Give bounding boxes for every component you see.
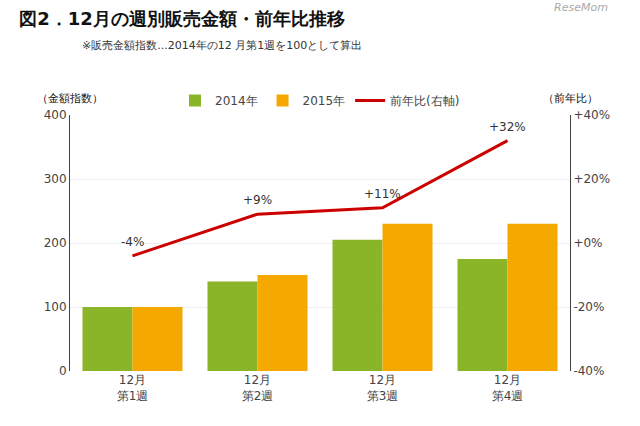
svg-text:100: 100: [44, 300, 67, 314]
svg-text:-20%: -20%: [573, 300, 604, 314]
svg-text:+0%: +0%: [573, 236, 602, 250]
svg-text:+32%: +32%: [489, 120, 526, 134]
svg-text:（金額指数）: （金額指数）: [37, 92, 103, 105]
svg-text:+40%: +40%: [573, 108, 610, 122]
svg-text:（前年比）: （前年比）: [543, 92, 598, 105]
svg-text:12月第3週: 12月第3週: [367, 373, 399, 403]
svg-text:2015年: 2015年: [303, 94, 346, 108]
svg-text:300: 300: [44, 172, 67, 186]
svg-text:-40%: -40%: [573, 364, 604, 378]
svg-text:-4%: -4%: [121, 235, 144, 249]
svg-text:400: 400: [44, 108, 67, 122]
svg-text:+20%: +20%: [573, 172, 610, 186]
svg-text:12月第4週: 12月第4週: [492, 373, 524, 403]
svg-text:0: 0: [59, 364, 67, 378]
svg-text:+11%: +11%: [364, 187, 401, 201]
svg-text:ReseMom: ReseMom: [554, 1, 608, 14]
svg-text:2014年: 2014年: [215, 94, 258, 108]
svg-text:12月第1週: 12月第1週: [117, 373, 149, 403]
svg-text:図2．12月の週別販売金額・前年比推移: 図2．12月の週別販売金額・前年比推移: [19, 8, 345, 29]
svg-text:12月第2週: 12月第2週: [242, 373, 274, 403]
svg-text:※販売金額指数...2014年の12 月第1週を100として: ※販売金額指数...2014年の12 月第1週を100として算出: [82, 39, 362, 52]
svg-text:200: 200: [44, 236, 67, 250]
svg-text:前年比(右軸): 前年比(右軸): [390, 94, 459, 108]
svg-text:+9%: +9%: [243, 193, 272, 207]
